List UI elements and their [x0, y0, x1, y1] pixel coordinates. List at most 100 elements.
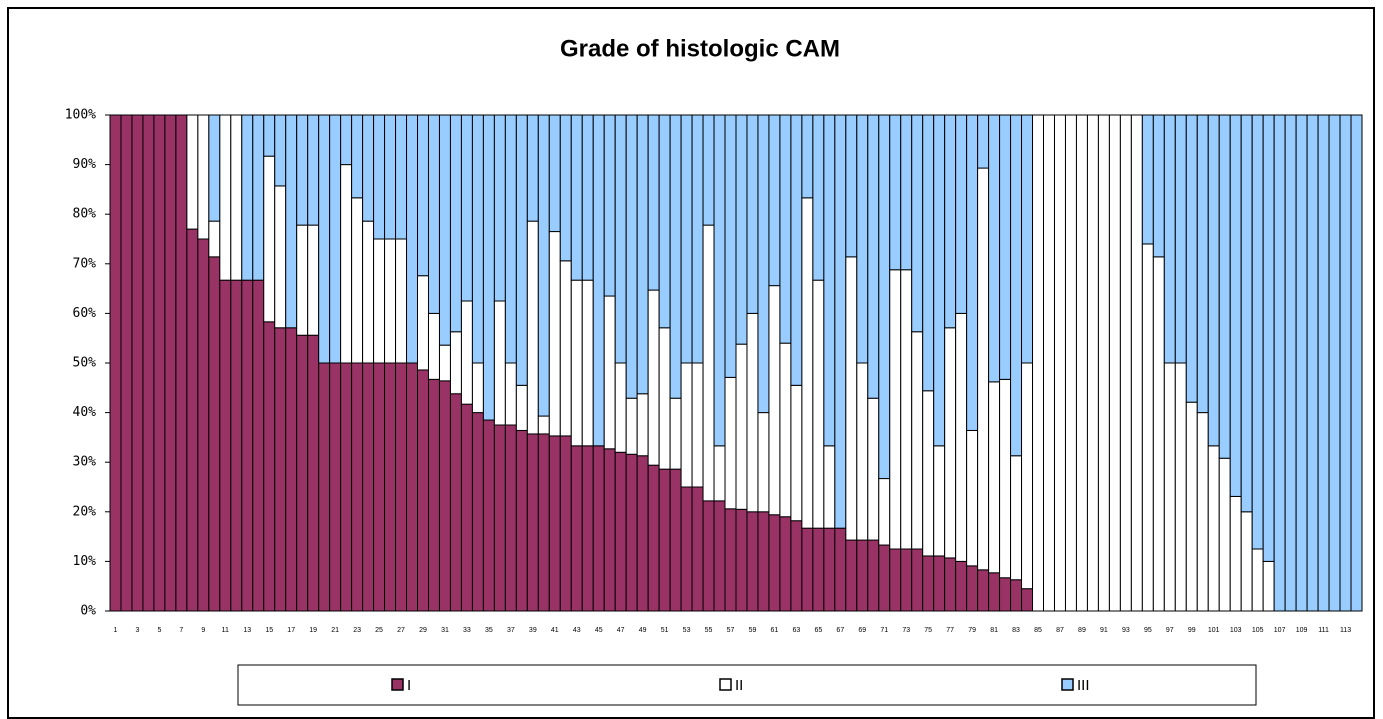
- bar-segment: [373, 362, 386, 612]
- x-tick-label: 17: [287, 627, 295, 634]
- bar-segment: [296, 334, 309, 612]
- bar-segment: [219, 114, 232, 281]
- x-tick-label: 21: [331, 627, 339, 634]
- bar-segment: [713, 114, 726, 447]
- bar-segment: [515, 384, 528, 431]
- bar-segment: [790, 114, 803, 386]
- bar-segment: [812, 114, 825, 281]
- bar-segment: [724, 508, 737, 612]
- x-tick-label: 105: [1252, 627, 1264, 634]
- bar-segment: [581, 114, 594, 281]
- x-tick-label: 39: [529, 627, 537, 634]
- bar-segment: [493, 300, 506, 426]
- bar-segment: [900, 269, 913, 550]
- x-tick-label: 97: [1166, 627, 1174, 634]
- bar-segment: [296, 224, 309, 336]
- bar-segment: [977, 167, 990, 571]
- bar-segment: [856, 114, 869, 364]
- x-tick-label: 79: [968, 627, 976, 634]
- bar-segment: [252, 114, 265, 281]
- x-tick-label: 9: [201, 627, 205, 634]
- bar-segment: [186, 114, 199, 230]
- bar-segment: [680, 362, 693, 488]
- bar-segment: [1152, 114, 1165, 258]
- bar-segment: [1174, 114, 1187, 364]
- bar-segment: [482, 419, 495, 612]
- bar-segment: [1010, 114, 1023, 457]
- bar-segment: [988, 572, 1001, 612]
- bar-segment: [581, 279, 594, 447]
- bar-segment: [329, 114, 342, 364]
- bar-segment: [208, 220, 221, 258]
- bar-segment: [1240, 511, 1253, 612]
- x-tick-label: 77: [946, 627, 954, 634]
- x-tick-label: 51: [661, 627, 669, 634]
- legend-box: [237, 664, 1257, 706]
- bar-segment: [395, 114, 408, 240]
- bar-segment: [449, 331, 462, 395]
- bar-segment: [966, 565, 979, 612]
- x-tick-label: 111: [1318, 627, 1329, 634]
- x-tick-label: 5: [157, 627, 161, 634]
- bar-segment: [504, 424, 517, 612]
- x-tick-label: 27: [397, 627, 405, 634]
- x-tick-label: 15: [265, 627, 273, 634]
- bar-segment: [1218, 114, 1231, 459]
- bar-segment: [570, 279, 583, 447]
- bar-segment: [1108, 114, 1121, 612]
- bar-segment: [208, 256, 221, 612]
- bar-segment: [285, 114, 298, 329]
- bar-segment: [395, 238, 408, 364]
- bar-segment: [757, 114, 770, 414]
- bar-segment: [669, 468, 682, 612]
- bar-segment: [790, 384, 803, 522]
- bar-segment: [1185, 401, 1198, 612]
- bar-segment: [164, 114, 177, 612]
- y-tick-label: 70%: [73, 256, 97, 271]
- bar-segment: [911, 548, 924, 612]
- x-tick-label: 29: [419, 627, 427, 634]
- bar-segment: [329, 362, 342, 612]
- bar-segment: [944, 557, 957, 612]
- y-tick-label: 10%: [73, 554, 97, 569]
- bar-segment: [658, 327, 671, 470]
- bar-segment: [1185, 114, 1198, 403]
- bar-segment: [274, 114, 287, 187]
- bar-segment: [427, 312, 440, 380]
- bar-segment: [944, 327, 957, 559]
- bar-segment: [373, 238, 386, 364]
- bar-segment: [438, 380, 451, 612]
- bar-segment: [823, 527, 836, 612]
- bar-segment: [1021, 114, 1034, 364]
- legend-swatch: [719, 678, 732, 691]
- bar-segment: [1075, 114, 1088, 612]
- bar-segment: [812, 527, 825, 612]
- bar-segment: [1262, 560, 1275, 612]
- x-tick-label: 91: [1100, 627, 1108, 634]
- bar-segment: [109, 114, 122, 612]
- bar-segment: [537, 415, 550, 435]
- x-tick-label: 33: [463, 627, 471, 634]
- bar-segment: [658, 114, 671, 329]
- x-tick-label: 113: [1340, 627, 1351, 634]
- bar-segment: [1317, 114, 1330, 612]
- x-tick-label: 41: [551, 627, 559, 634]
- x-tick-label: 67: [836, 627, 844, 634]
- x-tick-label: 53: [683, 627, 691, 634]
- bar-segment: [1240, 114, 1253, 513]
- bar-segment: [845, 114, 858, 258]
- bar-segment: [395, 362, 408, 612]
- x-tick-label: 7: [179, 627, 183, 634]
- bar-segment: [746, 511, 759, 612]
- bar-segment: [867, 539, 880, 612]
- bar-segment: [713, 500, 726, 612]
- bar-segment: [1339, 114, 1352, 612]
- bar-segment: [307, 334, 320, 612]
- bar-segment: [988, 114, 1001, 383]
- bar-segment: [658, 468, 671, 612]
- bar-segment: [669, 114, 682, 399]
- bar-segment: [1119, 114, 1132, 612]
- bar-segment: [614, 451, 627, 612]
- bar-segment: [834, 527, 847, 612]
- bar-segment: [845, 256, 858, 541]
